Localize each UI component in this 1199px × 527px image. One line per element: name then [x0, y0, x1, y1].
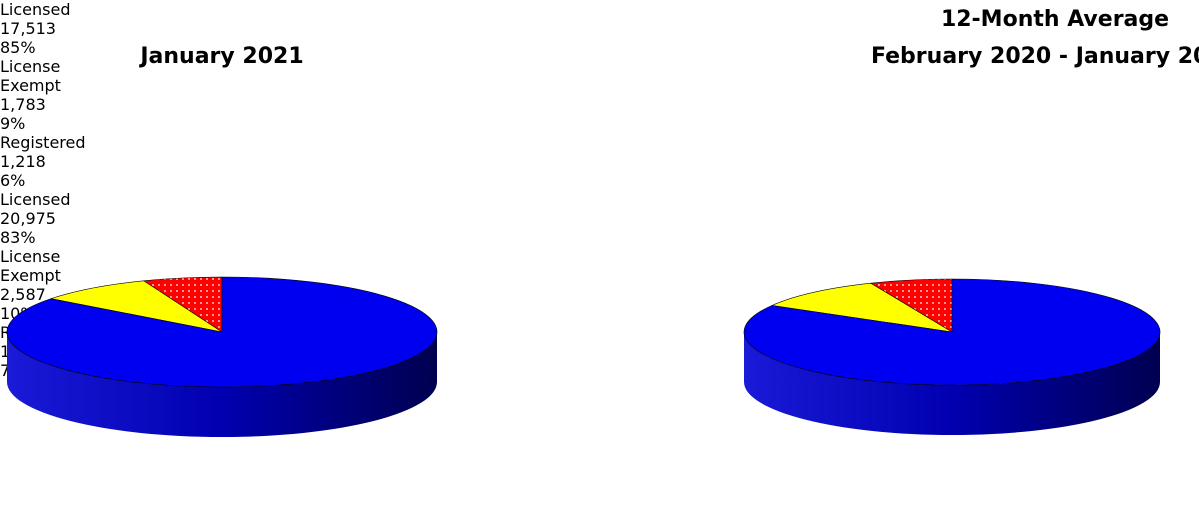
slice-label: Registered 1,218 6%: [0, 133, 110, 190]
chart-title: January 2021: [138, 44, 303, 69]
slice-label: License Exempt 2,587 10%: [0, 247, 62, 323]
slice-value: 20,975: [0, 209, 56, 228]
slice-category: License Exempt: [0, 57, 61, 95]
pie-slice: [770, 282, 953, 333]
slice-category: Registered: [0, 133, 86, 152]
slice-category: License Exempt: [0, 247, 61, 285]
chart-subtitle: February 2020 - January 2021: [871, 44, 1199, 69]
slice-value: 1,218: [0, 152, 46, 171]
slice-category: Licensed: [0, 0, 71, 19]
slice-category: Licensed: [0, 190, 71, 209]
slice-percent: 9%: [0, 114, 26, 133]
slice-value: 1,783: [0, 95, 46, 114]
slice-percent: 85%: [0, 38, 36, 57]
slice-percent: 83%: [0, 228, 36, 247]
slice-percent: 6%: [0, 171, 26, 190]
slice-value: 17,513: [0, 19, 56, 38]
slice-value: 2,587: [0, 285, 46, 304]
chart-title: 12-Month Average: [941, 7, 1169, 32]
pie-slice: [743, 278, 1161, 386]
slice-label: Licensed 20,975 83%: [0, 190, 110, 247]
slice-label: License Exempt 1,783 9%: [0, 57, 62, 133]
pie-slice: [49, 280, 223, 333]
slice-label: Licensed 17,513 85%: [0, 0, 110, 57]
pie-side: [7, 332, 437, 437]
pie-slice: [6, 276, 438, 388]
pie-side: [744, 332, 1160, 435]
